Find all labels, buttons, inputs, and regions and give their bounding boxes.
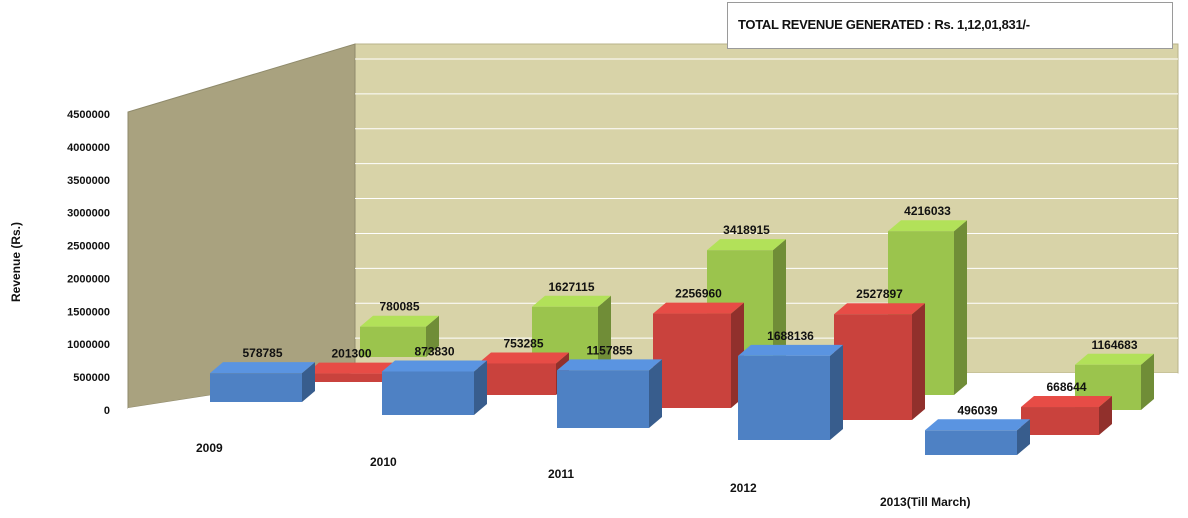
data-label: 201300 <box>331 347 371 361</box>
bar-front <box>306 373 384 382</box>
bar-top <box>360 315 439 327</box>
bar-2010-s1: 753285 <box>478 336 569 395</box>
bar-2013tillmarch-s0: 496039 <box>925 403 1030 455</box>
x-tick-label: 2011 <box>548 467 574 481</box>
bar-side <box>302 362 315 402</box>
y-tick-label: 500000 <box>73 372 110 384</box>
bar-top <box>306 362 397 374</box>
bar-side <box>1099 396 1112 435</box>
data-label: 780085 <box>379 300 419 314</box>
bar-front <box>478 363 556 395</box>
bar-top <box>653 302 744 314</box>
x-tick-label: 2009 <box>196 441 223 455</box>
bar-side <box>954 220 967 395</box>
data-label: 578785 <box>242 346 282 360</box>
bar-2011-s0: 1157855 <box>557 343 662 428</box>
bar-side <box>649 359 662 428</box>
bar-top <box>925 419 1030 431</box>
bar-top <box>707 239 786 251</box>
total-revenue-text: TOTAL REVENUE GENERATED : Rs. 1,12,01,83… <box>738 17 1030 32</box>
bar-top <box>888 220 967 232</box>
bar-top <box>382 360 487 372</box>
data-label: 2256960 <box>675 287 722 301</box>
y-tick-label: 4000000 <box>67 142 110 154</box>
bar-front <box>738 355 830 440</box>
y-axis-label: Revenue (Rs.) <box>9 222 23 302</box>
data-label: 4216033 <box>904 204 951 218</box>
y-axis-ticks: 0 500000 1000000 1500000 2000000 2500000 30000… <box>67 109 110 417</box>
data-label: 753285 <box>503 336 543 350</box>
bar-side <box>474 360 487 415</box>
data-label: 1164683 <box>1091 338 1137 352</box>
bar-top <box>532 295 611 307</box>
bar-front <box>557 370 649 428</box>
bar-2010-s0: 873830 <box>382 344 487 415</box>
x-tick-label: 2012 <box>730 481 757 495</box>
bar-side <box>598 295 611 370</box>
x-axis-labels: 2009 2010 2011 2012 2013(Till March) <box>196 441 970 509</box>
data-label: 1688136 <box>767 329 814 343</box>
bar-top <box>1021 396 1112 408</box>
bar-top <box>738 344 843 356</box>
bar-2012-s0: 1688136 <box>738 329 843 440</box>
bar-top <box>557 359 662 371</box>
bar-2009-s0: 578785 <box>210 346 315 402</box>
y-tick-label: 4500000 <box>67 109 110 121</box>
bar-top <box>210 362 315 374</box>
bar-side <box>830 344 843 440</box>
data-label: 873830 <box>414 344 454 358</box>
y-tick-label: 1000000 <box>67 339 110 351</box>
bar-side <box>426 315 439 357</box>
bar-front <box>653 313 731 408</box>
bar-side <box>1141 353 1154 410</box>
x-tick-label: 2013(Till March) <box>880 495 970 509</box>
data-label: 668644 <box>1046 380 1086 394</box>
data-label: 496039 <box>957 403 997 417</box>
bar-2012-s1: 2527897 <box>834 287 925 420</box>
total-revenue-box: TOTAL REVENUE GENERATED : Rs. 1,12,01,83… <box>727 2 1173 49</box>
bar-side <box>912 303 925 420</box>
data-label: 1157855 <box>586 343 632 357</box>
y-tick-label: 3500000 <box>67 175 110 187</box>
bar-top <box>478 352 569 364</box>
bar-front <box>210 373 302 402</box>
bar-top <box>1075 353 1154 365</box>
bar-front <box>382 371 474 415</box>
data-label: 1627115 <box>548 280 594 294</box>
y-tick-label: 3000000 <box>67 208 110 220</box>
bars: 780085 1627115 3418915 4216033 1164683 201300… <box>210 204 1154 455</box>
bar-front <box>1021 407 1099 435</box>
data-label: 2527897 <box>856 287 903 301</box>
data-label: 3418915 <box>723 223 770 237</box>
bar-side <box>1017 419 1030 455</box>
bar-front <box>834 314 912 420</box>
x-tick-label: 2010 <box>370 455 397 469</box>
bar-top <box>834 303 925 315</box>
bar-front <box>925 430 1017 455</box>
bar-2009-s2: 780085 <box>360 300 439 357</box>
y-tick-label: 2000000 <box>67 273 110 285</box>
y-tick-label: 2500000 <box>67 241 110 253</box>
y-tick-label: 1500000 <box>67 306 110 318</box>
bar-2013tillmarch-s1: 668644 <box>1021 380 1112 435</box>
bar-front <box>360 326 426 357</box>
y-tick-label: 0 <box>104 405 110 417</box>
bar-2011-s1: 2256960 <box>653 287 744 408</box>
